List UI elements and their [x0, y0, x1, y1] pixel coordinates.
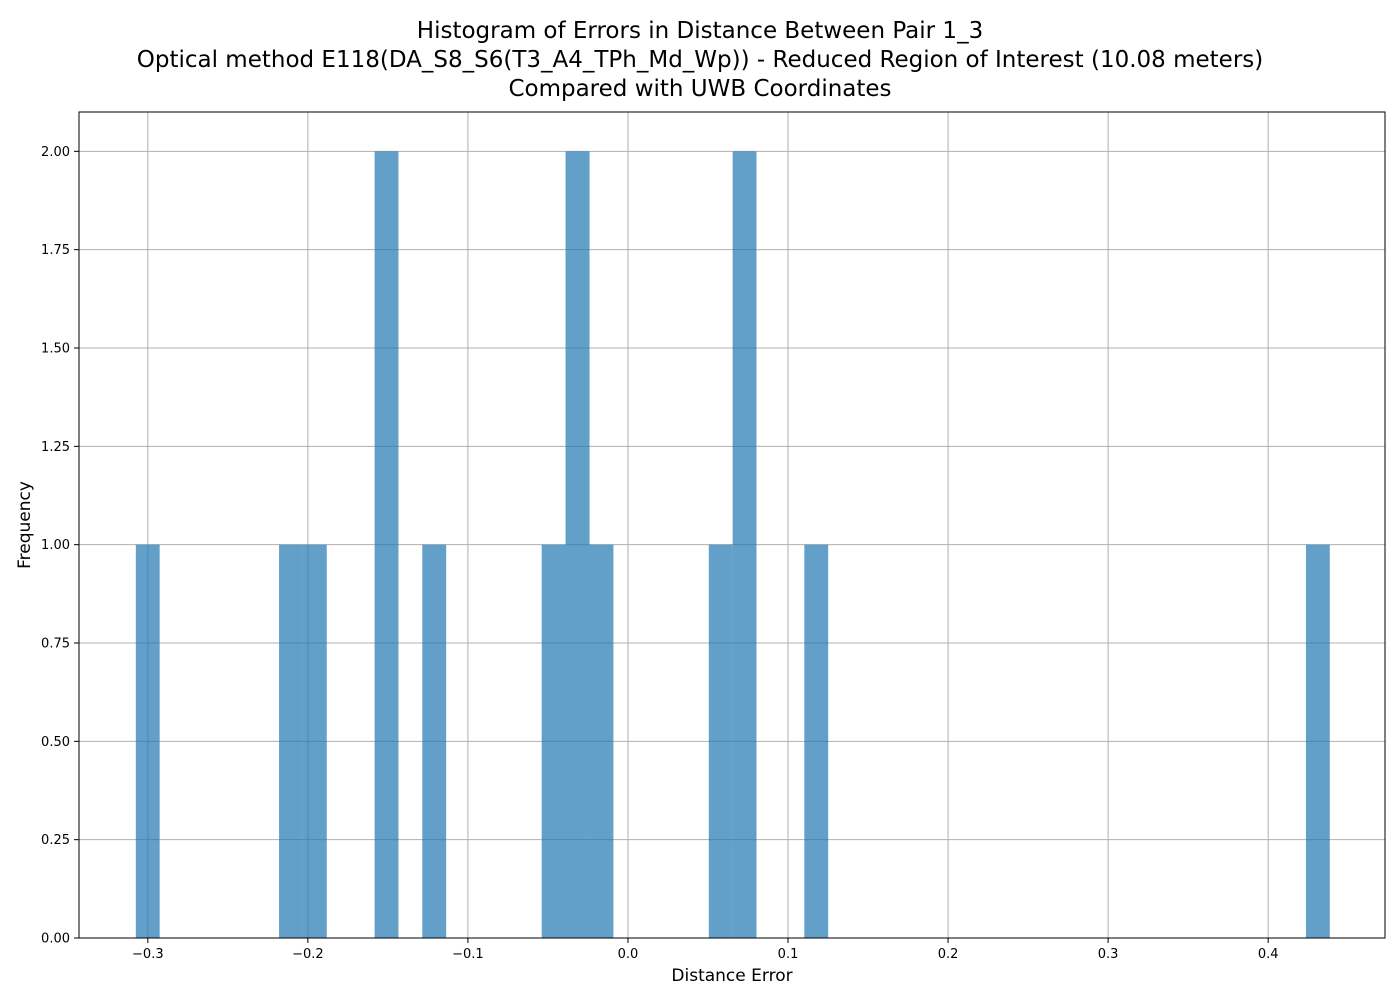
histogram-bar — [135, 544, 160, 938]
y-tick-label: 1.75 — [41, 243, 70, 258]
histogram-bar — [279, 544, 303, 938]
histogram-bar — [422, 544, 447, 938]
y-tick-label: 0.00 — [41, 932, 70, 947]
plot-frame — [78, 111, 1386, 939]
x-tick-label: −0.1 — [452, 947, 484, 962]
y-tick-label: 1.25 — [41, 440, 70, 455]
x-tick-label: 0.0 — [618, 947, 639, 962]
histogram-bar — [804, 544, 829, 938]
histogram-bar — [589, 544, 614, 938]
y-tick-label: 0.25 — [41, 833, 70, 848]
histogram-bar — [374, 151, 399, 939]
y-tick-label: 1.50 — [41, 342, 70, 357]
histogram-bar — [1305, 544, 1330, 938]
x-tick-label: 0.3 — [1098, 947, 1119, 962]
x-tick-label: 0.2 — [938, 947, 959, 962]
x-tick-label: 0.1 — [778, 947, 799, 962]
y-axis-label: Frequency — [15, 481, 35, 569]
histogram-bar — [565, 151, 590, 939]
chart-title-line: Histogram of Errors in Distance Between … — [417, 18, 983, 44]
y-tick-label: 0.50 — [41, 735, 70, 750]
x-tick-label: 0.4 — [1258, 947, 1279, 962]
y-tick-label: 2.00 — [41, 145, 70, 160]
chart-title-line: Optical method E118(DA_S8_S6(T3_A4_TPh_M… — [137, 47, 1263, 73]
histogram-bar — [541, 544, 566, 938]
histogram-bar — [708, 544, 733, 938]
x-axis-label: Distance Error — [671, 966, 792, 986]
x-tick-label: −0.3 — [132, 947, 164, 962]
histogram-bar — [732, 151, 757, 939]
y-tick-label: 0.75 — [41, 637, 70, 652]
x-tick-label: −0.2 — [292, 947, 324, 962]
y-tick-label: 1.00 — [41, 538, 70, 553]
chart-title-line: Compared with UWB Coordinates — [508, 76, 891, 102]
histogram-bar — [302, 544, 327, 938]
